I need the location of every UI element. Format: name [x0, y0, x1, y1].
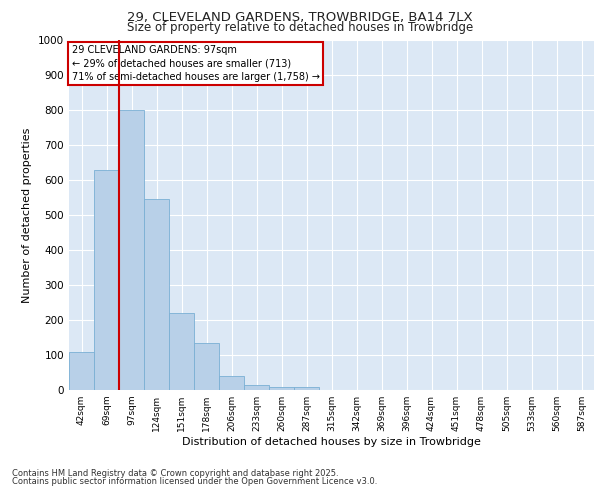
Bar	[94, 170, 119, 390]
Y-axis label: Number of detached properties: Number of detached properties	[22, 128, 32, 302]
Text: 29, CLEVELAND GARDENS, TROWBRIDGE, BA14 7LX: 29, CLEVELAND GARDENS, TROWBRIDGE, BA14 …	[127, 11, 473, 24]
Bar	[219, 376, 244, 390]
Bar	[294, 386, 319, 390]
Bar	[69, 352, 94, 390]
Bar	[144, 199, 169, 390]
X-axis label: Distribution of detached houses by size in Trowbridge: Distribution of detached houses by size …	[182, 437, 481, 447]
Text: 29 CLEVELAND GARDENS: 97sqm
← 29% of detached houses are smaller (713)
71% of se: 29 CLEVELAND GARDENS: 97sqm ← 29% of det…	[71, 46, 320, 82]
Text: Contains public sector information licensed under the Open Government Licence v3: Contains public sector information licen…	[12, 477, 377, 486]
Bar	[169, 313, 194, 390]
Bar	[269, 386, 294, 390]
Bar	[244, 385, 269, 390]
Bar	[194, 343, 219, 390]
Text: Contains HM Land Registry data © Crown copyright and database right 2025.: Contains HM Land Registry data © Crown c…	[12, 468, 338, 477]
Bar	[119, 110, 144, 390]
Text: Size of property relative to detached houses in Trowbridge: Size of property relative to detached ho…	[127, 21, 473, 34]
